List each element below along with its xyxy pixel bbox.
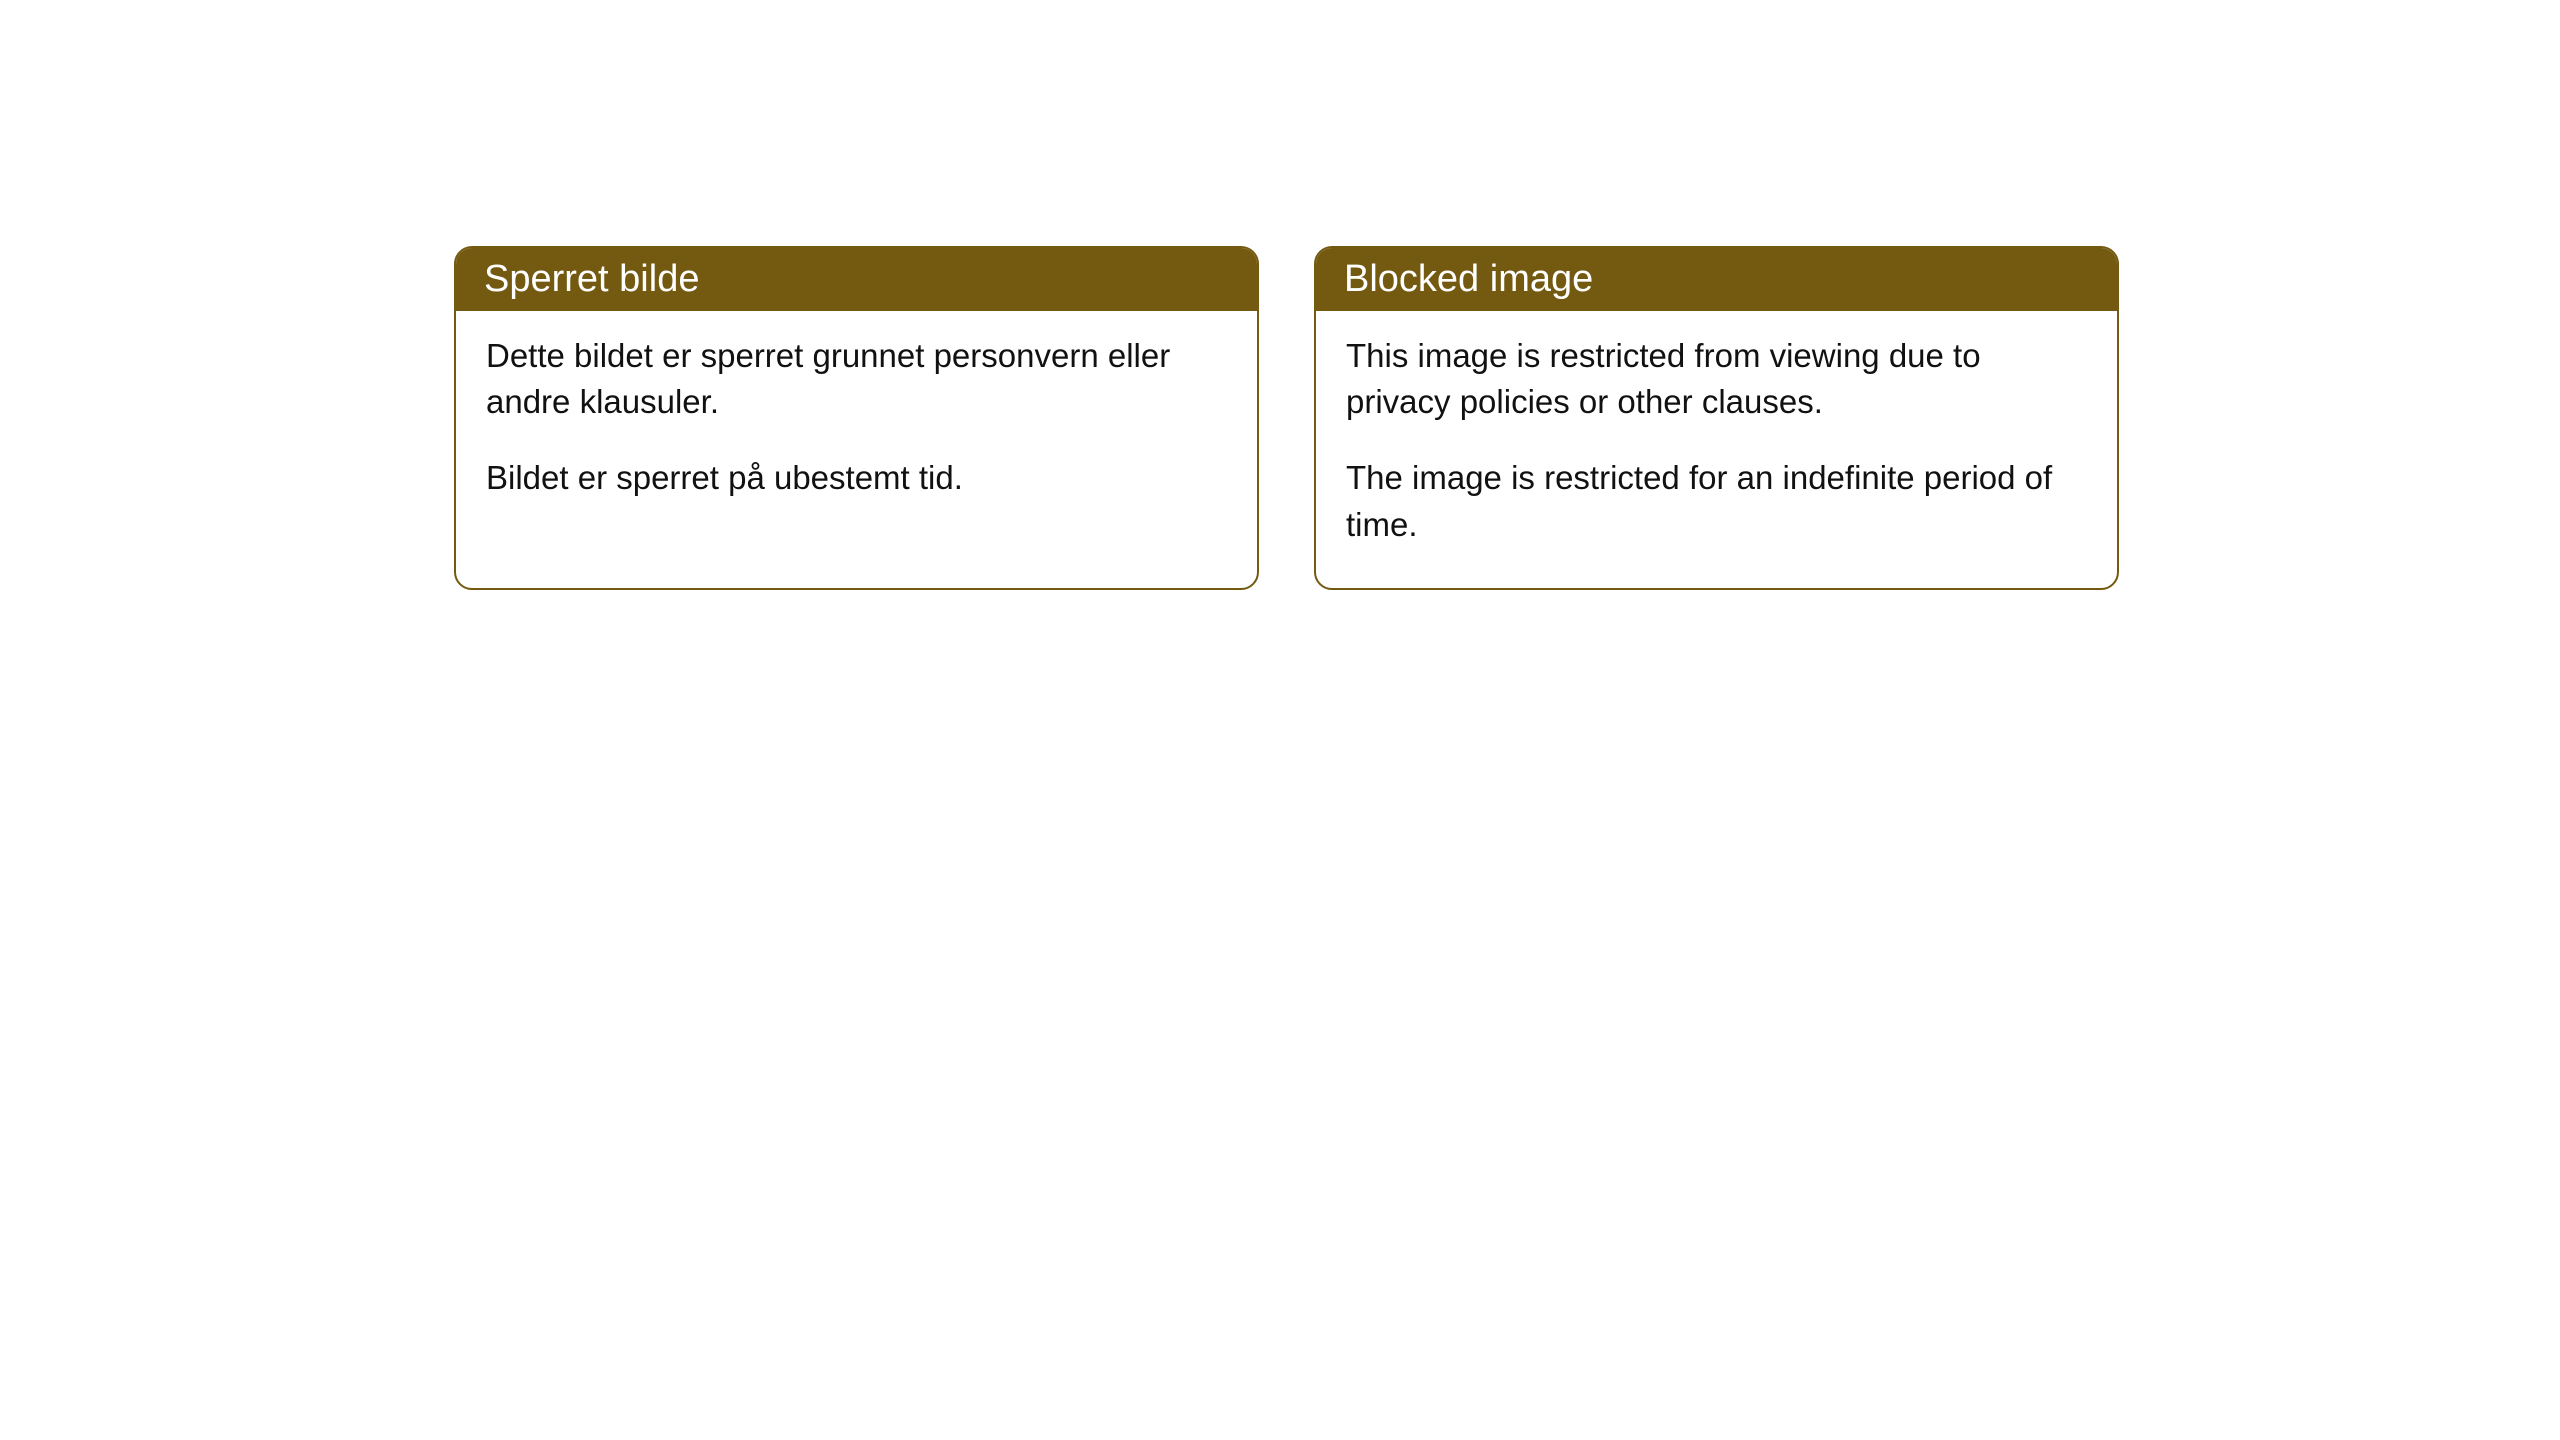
blocked-image-card-no: Sperret bilde Dette bildet er sperret gr… xyxy=(454,246,1259,590)
blocked-image-card-en: Blocked image This image is restricted f… xyxy=(1314,246,2119,590)
card-paragraph-1-en: This image is restricted from viewing du… xyxy=(1346,333,2087,425)
notice-container: Sperret bilde Dette bildet er sperret gr… xyxy=(454,246,2119,590)
card-header-en: Blocked image xyxy=(1316,248,2117,311)
card-paragraph-1-no: Dette bildet er sperret grunnet personve… xyxy=(486,333,1227,425)
card-paragraph-2-en: The image is restricted for an indefinit… xyxy=(1346,455,2087,547)
card-body-en: This image is restricted from viewing du… xyxy=(1316,311,2117,588)
card-body-no: Dette bildet er sperret grunnet personve… xyxy=(456,311,1257,542)
card-paragraph-2-no: Bildet er sperret på ubestemt tid. xyxy=(486,455,1227,501)
card-header-no: Sperret bilde xyxy=(456,248,1257,311)
